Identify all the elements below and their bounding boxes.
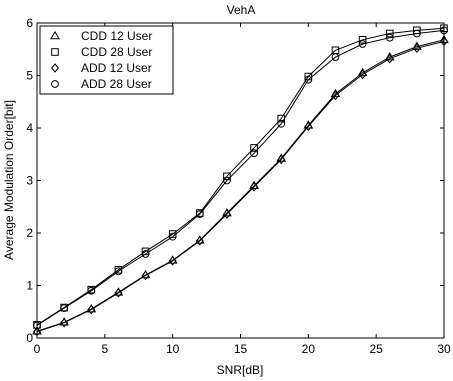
x-tick-label: 30 — [437, 342, 451, 356]
data-point — [304, 72, 313, 81]
y-tick-label: 0 — [26, 331, 33, 345]
legend-marker — [50, 30, 60, 40]
data-point — [304, 121, 313, 132]
x-tick-label: 15 — [234, 342, 248, 356]
data-point — [168, 232, 177, 241]
series-line — [36, 27, 445, 326]
data-point — [440, 24, 448, 33]
legend-marker — [51, 48, 59, 56]
data-point — [168, 256, 177, 266]
data-point — [277, 119, 286, 128]
data-point — [60, 304, 69, 312]
data-point — [195, 210, 204, 219]
legend-label: CDD 28 User — [81, 45, 152, 59]
axis-ticks: 0 5 10 15 20 25 30 0 1 2 3 4 5 6 — [26, 16, 451, 356]
legend-label: ADD 12 User — [81, 61, 152, 75]
data-point — [223, 172, 231, 181]
data-point — [141, 247, 150, 256]
series-line — [36, 40, 445, 333]
data-point — [250, 182, 259, 192]
data-point — [304, 75, 313, 84]
data-point — [33, 326, 41, 337]
series-lines — [36, 27, 445, 333]
x-tick-label: 5 — [101, 342, 108, 356]
data-point — [440, 26, 448, 35]
data-point — [358, 36, 367, 44]
data-point — [331, 90, 340, 101]
data-point — [413, 26, 421, 35]
chart-title: VehA — [227, 3, 256, 17]
series-markers — [32, 24, 449, 337]
data-point — [195, 236, 204, 246]
x-tick-label: 20 — [302, 342, 316, 356]
data-point — [385, 33, 394, 42]
data-point — [412, 29, 421, 38]
data-point — [331, 53, 340, 62]
x-axis-label: SNR[dB] — [217, 363, 264, 377]
series-line — [36, 29, 445, 326]
x-tick-label: 25 — [369, 342, 383, 356]
legend-marker — [51, 63, 59, 73]
data-point — [250, 149, 258, 158]
y-axis-label: Average Modulation Order[bit] — [2, 100, 16, 260]
y-tick-label: 1 — [26, 279, 33, 293]
data-point — [223, 176, 231, 185]
data-point — [222, 209, 231, 219]
data-point — [114, 267, 123, 276]
legend: CDD 12 User CDD 28 User ADD 12 User ADD 28 … — [39, 25, 174, 95]
y-tick-label: 3 — [26, 174, 33, 188]
y-tick-label: 5 — [26, 69, 33, 83]
legend-label: ADD 28 User — [81, 77, 152, 91]
data-point — [141, 250, 150, 258]
data-point — [358, 40, 367, 48]
y-tick-label: 4 — [26, 121, 33, 135]
data-point — [114, 288, 123, 298]
data-point — [60, 317, 69, 328]
data-point — [412, 43, 421, 53]
data-point — [440, 36, 448, 47]
data-point — [385, 29, 394, 38]
data-point — [250, 144, 258, 152]
x-tick-label: 10 — [166, 342, 180, 356]
data-point — [168, 230, 177, 238]
data-point — [33, 321, 41, 330]
legend-box — [39, 25, 174, 95]
data-point — [141, 270, 150, 281]
data-point — [87, 304, 96, 315]
data-point — [87, 286, 96, 295]
legend-marker — [51, 80, 59, 88]
data-point — [277, 154, 286, 165]
legend-label: CDD 12 User — [81, 29, 152, 43]
data-point — [358, 69, 367, 80]
data-point — [277, 114, 285, 123]
data-point — [385, 53, 394, 64]
y-tick-label: 2 — [26, 226, 33, 240]
y-tick-label: 6 — [26, 16, 33, 30]
x-tick-label: 0 — [34, 342, 41, 356]
